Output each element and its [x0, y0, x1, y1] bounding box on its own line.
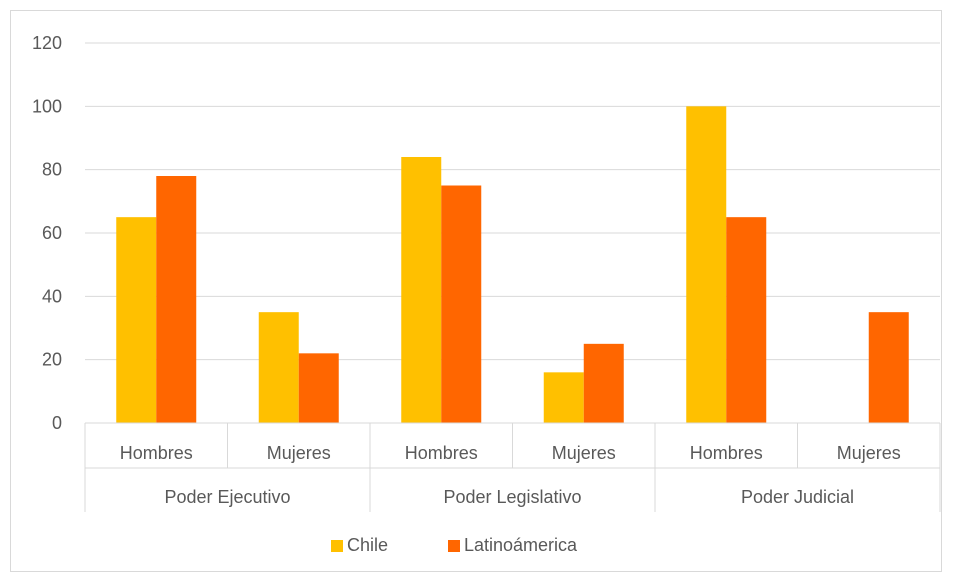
bar-latino-merica-3 — [583, 343, 624, 423]
x-category-label: Hombres — [405, 443, 478, 463]
y-tick-label: 40 — [42, 286, 62, 306]
bar-chile-0 — [116, 217, 157, 423]
bar-chile-3 — [543, 372, 584, 423]
x-group-label: Poder Ejecutivo — [164, 487, 290, 507]
x-category-label: Mujeres — [837, 443, 901, 463]
x-group-label: Poder Judicial — [741, 487, 854, 507]
legend-label: Latinoámerica — [464, 535, 578, 555]
x-category-label: Hombres — [120, 443, 193, 463]
x-category-label: Hombres — [690, 443, 763, 463]
y-tick-label: 60 — [42, 223, 62, 243]
x-category-label: Mujeres — [267, 443, 331, 463]
bar-chile-2 — [401, 157, 442, 423]
y-axis-ticks: 0 20 40 60 80 100 120 — [32, 33, 62, 433]
legend-swatch-latino-merica — [448, 540, 460, 552]
legend-label: Chile — [347, 535, 388, 555]
legend-swatch-chile — [331, 540, 343, 552]
bar-chile-1 — [258, 312, 299, 423]
y-tick-label: 80 — [42, 160, 62, 180]
y-tick-label: 20 — [42, 350, 62, 370]
bars — [116, 106, 909, 423]
bar-latino-merica-4 — [726, 217, 767, 423]
y-tick-label: 120 — [32, 33, 62, 53]
x-group-label: Poder Legislativo — [443, 487, 581, 507]
y-tick-label: 0 — [52, 413, 62, 433]
bar-latino-merica-0 — [156, 176, 197, 423]
bar-latino-merica-5 — [868, 312, 909, 423]
bar-latino-merica-2 — [441, 185, 482, 423]
gridlines — [85, 42, 940, 424]
y-tick-label: 100 — [32, 96, 62, 116]
bar-chile-4 — [686, 106, 727, 423]
x-axis: Hombres Mujeres Hombres Mujeres Hombres Mujer… — [84, 422, 941, 512]
bar-latino-merica-1 — [298, 353, 339, 423]
x-category-label: Mujeres — [552, 443, 616, 463]
legend: Chile Latinoámerica — [331, 535, 578, 555]
